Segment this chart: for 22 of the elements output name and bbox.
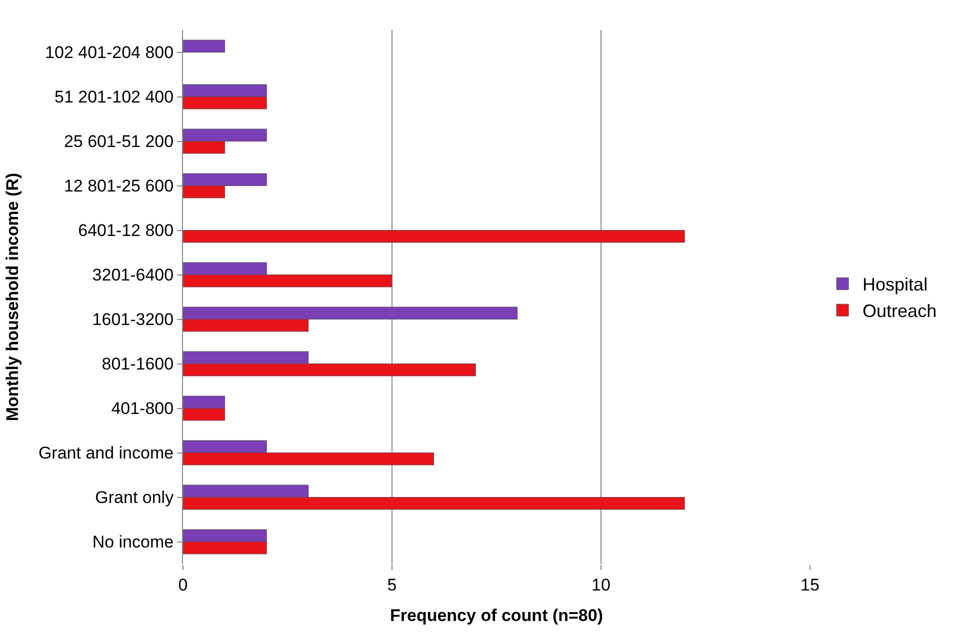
- y-tick-label: Grant and income: [38, 444, 174, 463]
- legend-label: Outreach: [862, 301, 937, 322]
- x-tick-label: 10: [592, 575, 610, 594]
- y-tick-label: 102 401-204 800: [45, 43, 174, 62]
- y-tick-label: 1601-3200: [92, 310, 174, 330]
- bar: [183, 230, 685, 243]
- x-axis-title: Frequency of count (n=80): [390, 606, 603, 625]
- y-tick-label: 6401-12 800: [78, 221, 174, 240]
- y-tick-label: 3201-6400: [92, 266, 174, 285]
- x-tick-label: 0: [178, 575, 188, 594]
- y-axis-title: Monthly household income (R): [3, 172, 22, 422]
- x-tick-label: 5: [387, 575, 397, 594]
- y-tick-label: 801-1600: [102, 354, 174, 374]
- y-tick-label: No income: [92, 532, 174, 552]
- y-tick-label: Grant only: [95, 488, 174, 508]
- legend-label: Hospital: [862, 274, 928, 295]
- y-tick-label: 25 601-51 200: [64, 132, 174, 152]
- y-tick-label: 401-800: [111, 399, 174, 418]
- y-tick-label: 51 201-102 400: [54, 88, 174, 107]
- bar: [183, 40, 226, 52]
- y-tick-label: 12 801-25 600: [64, 176, 174, 196]
- x-tick-label: 15: [800, 575, 820, 594]
